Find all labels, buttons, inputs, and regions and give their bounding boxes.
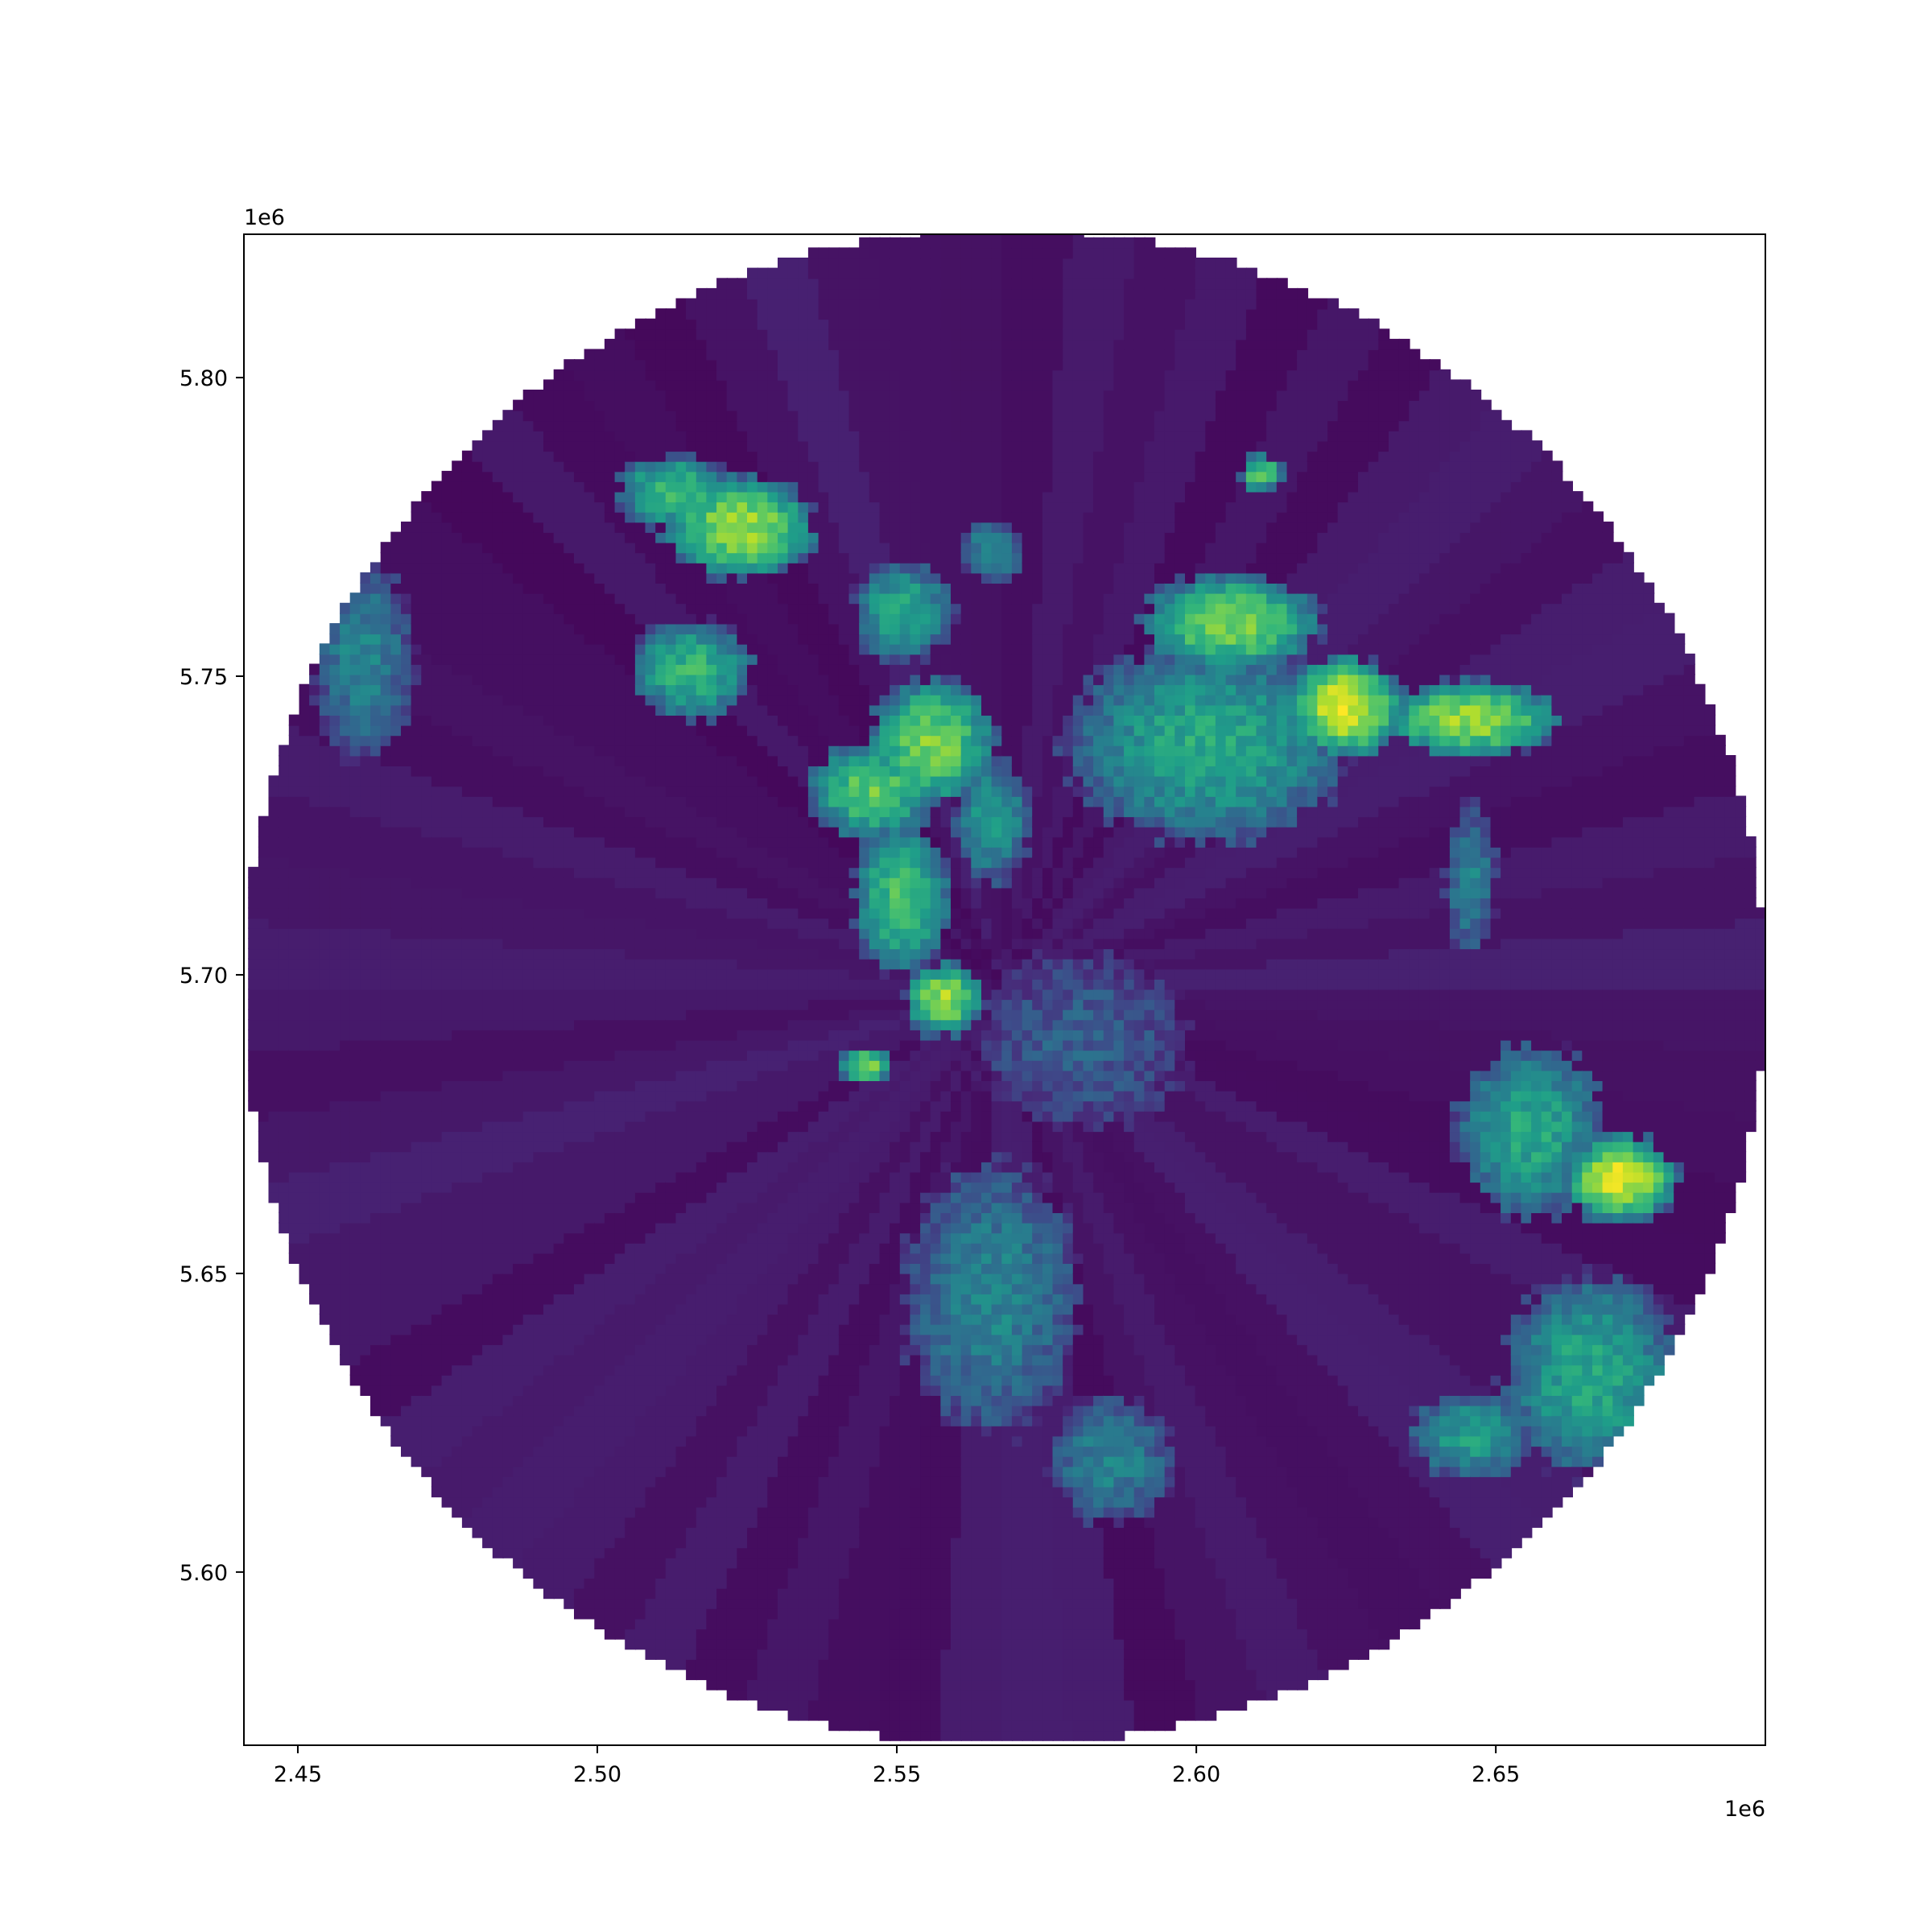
y-tick-label: 5.80: [180, 366, 228, 391]
x-tick-label: 2.45: [274, 1762, 322, 1787]
x-offset-label: 1e6: [1724, 1797, 1765, 1822]
y-axis: 5.60 5.65 5.70 5.75 5.80: [180, 366, 244, 1586]
x-tick-label: 2.60: [1172, 1762, 1220, 1787]
x-tick-label: 2.50: [573, 1762, 621, 1787]
y-tick-label: 5.60: [180, 1561, 228, 1586]
y-tick-label: 5.75: [180, 665, 228, 690]
x-tick-label: 2.65: [1472, 1762, 1520, 1787]
y-offset-label: 1e6: [244, 205, 285, 230]
y-tick-label: 5.65: [180, 1262, 228, 1287]
y-tick-label: 5.70: [180, 964, 228, 989]
x-tick-label: 2.55: [873, 1762, 921, 1787]
radar-image: [248, 234, 1765, 1741]
axes-frame: [243, 233, 1766, 1746]
x-axis: 2.45 2.50 2.55 2.60 2.65: [274, 1745, 1520, 1787]
